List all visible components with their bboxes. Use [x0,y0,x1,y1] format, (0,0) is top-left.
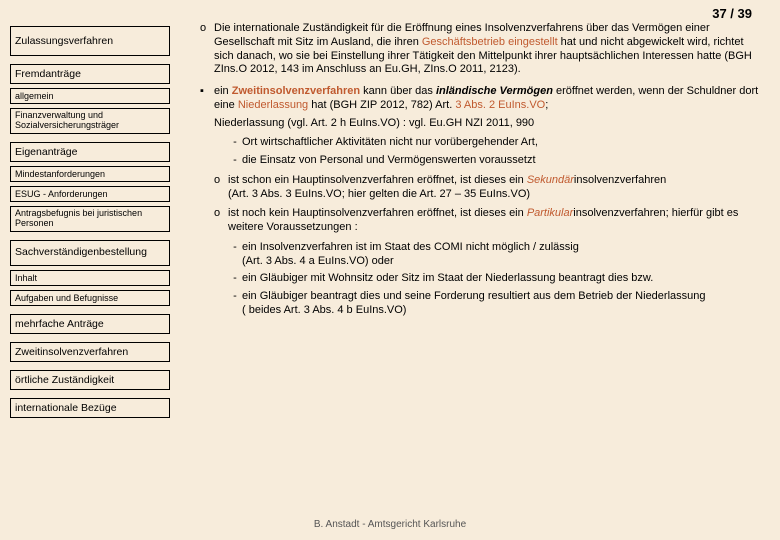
para-1: o Die internationale Zuständigkeit für d… [200,22,762,77]
sidebar-item[interactable]: allgemein [10,88,170,104]
sidebar-item[interactable]: Eigenanträge [10,142,170,162]
dash-icon: - [228,290,242,318]
sidebar-item[interactable]: Fremdanträge [10,64,170,84]
sidebar-item[interactable]: örtliche Zuständigkeit [10,370,170,390]
dash-icon: - [228,272,242,286]
para-7: o ist noch kein Hauptinsolvenzverfahren … [214,207,762,235]
sidebar-item[interactable]: Sachverständigen­bestellung [10,240,170,266]
sidebar: Zulassungsverfahren Fremdanträge allgemein… [10,24,178,418]
dash-icon: - [228,154,242,168]
bullet-o: o [214,207,228,235]
para-5: - die Einsatz von Personal und Vermögens… [228,154,762,168]
para-2: ▪ ein Zweitinsolvenzverfahren kann über … [200,85,762,113]
sidebar-item[interactable]: Aufgaben und Befugnisse [10,290,170,306]
dash-icon: - [228,136,242,150]
main-content: o Die internationale Zuständigkeit für d… [200,22,762,322]
para-9: - ein Gläubiger mit Wohnsitz oder Sitz i… [228,272,762,286]
para-10: - ein Gläubiger beantragt dies und seine… [228,290,762,318]
sidebar-item[interactable]: Mindestanforderungen [10,166,170,182]
sidebar-item[interactable]: Finanzverwaltung und Sozialversicherungs… [10,108,170,134]
sidebar-item[interactable]: internationale Bezüge [10,398,170,418]
page-number: 37 / 39 [712,6,752,21]
para-8: - ein Insolvenzverfahren ist im Staat de… [228,241,762,269]
sidebar-item[interactable]: mehrfache Anträge [10,314,170,334]
bullet-o: o [200,22,214,77]
sidebar-item[interactable]: ESUG - Anforderungen [10,186,170,202]
para-4: - Ort wirtschaftlicher Aktivitäten nicht… [228,136,762,150]
bullet-o: o [214,174,228,202]
dash-icon: - [228,241,242,269]
sidebar-item[interactable]: Inhalt [10,270,170,286]
bullet-square: ▪ [200,85,214,113]
sidebar-item[interactable]: Zweitinsolvenzverfahren [10,342,170,362]
para-3: Niederlassung (vgl. Art. 2 h EuIns.VO) :… [214,117,762,131]
sidebar-item[interactable]: Zulassungsverfahren [10,26,170,56]
para-6: o ist schon ein Hauptinsolvenzverfahren … [214,174,762,202]
sidebar-item[interactable]: Antragsbefugnis bei juristischen Persone… [10,206,170,232]
footer: B. Anstadt - Amtsgericht Karlsruhe [0,519,780,530]
